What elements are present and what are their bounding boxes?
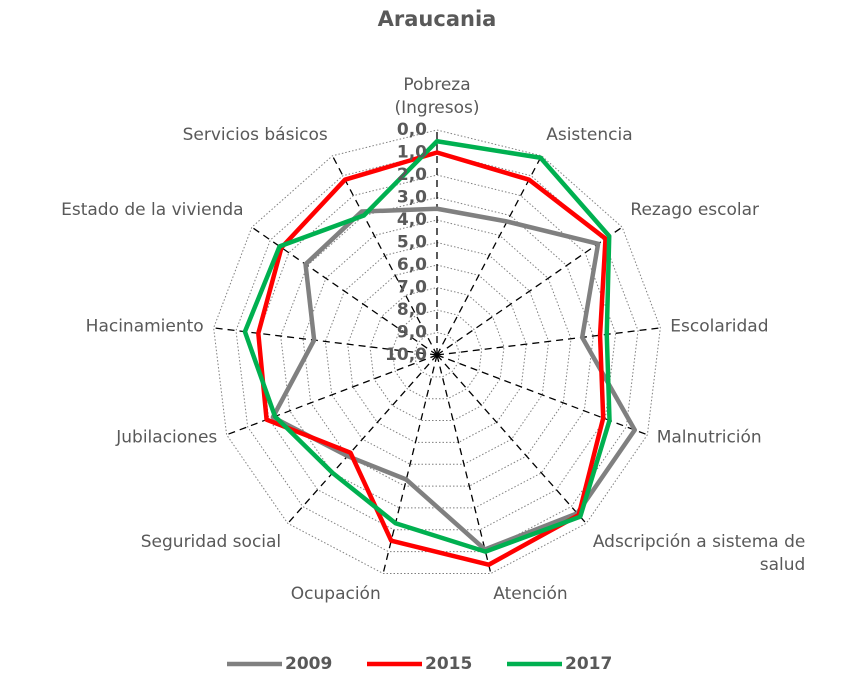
axis-spoke [226, 354, 438, 436]
series-line [256, 150, 608, 567]
radial-tick-label: 10,0 [385, 345, 427, 365]
category-label: Jubilaciones [116, 427, 218, 448]
axis-spoke [436, 226, 623, 356]
category-label: Seguridad social [140, 531, 282, 552]
grid-ring [391, 309, 483, 400]
axis-spoke [436, 327, 661, 356]
category-label: Escolaridad [670, 316, 769, 337]
category-label: Malnutrición [656, 427, 762, 448]
category-label: Rezago escolar [630, 199, 760, 220]
legend-label: 2015 [425, 654, 472, 674]
radial-tick-label: 9,0 [397, 323, 427, 343]
legend-label: 2017 [565, 654, 612, 674]
axis-spoke [436, 354, 492, 574]
radial-tick-label: 0,0 [397, 120, 427, 140]
series-line [270, 206, 638, 552]
radial-tick-label: 1,0 [397, 143, 427, 163]
grid-ring [347, 264, 527, 443]
axis-spoke [331, 155, 438, 356]
grid-ring [324, 241, 550, 465]
axis-spoke [251, 226, 438, 356]
radial-tick-label: 8,0 [397, 300, 427, 320]
category-label: Hacinamiento [85, 316, 204, 337]
category-label: Atención [493, 584, 568, 605]
chart-title: Araucania [378, 7, 497, 31]
axis-spoke [382, 354, 438, 574]
category-label: Ocupación [290, 584, 381, 605]
axis-spoke [436, 354, 587, 524]
radial-tick-label: 3,0 [397, 188, 427, 208]
axis-spoke [287, 354, 438, 524]
radial-tick-label: 7,0 [397, 278, 427, 298]
radial-tick-label: 5,0 [397, 233, 427, 253]
radial-tick-label: 2,0 [397, 165, 427, 185]
axis-spoke [213, 327, 438, 356]
axis-spoke [436, 354, 648, 436]
category-label: Estado de la vivienda [61, 199, 244, 220]
category-label: Adscripción a sistema de salud [592, 531, 806, 575]
legend-label: 2009 [285, 654, 332, 674]
grid-ring [414, 331, 460, 378]
grid-ring [280, 196, 594, 509]
category-label: Servicios básicos [182, 124, 328, 145]
axis-spoke [436, 155, 543, 356]
category-label: Asistencia [546, 124, 633, 145]
radial-tick-label: 6,0 [397, 255, 427, 275]
grid-ring [257, 174, 617, 531]
radial-tick-label: 4,0 [397, 210, 427, 230]
series-line [242, 139, 612, 554]
category-label: Pobreza (Ingresos) [394, 75, 480, 118]
grid-ring [213, 129, 661, 574]
